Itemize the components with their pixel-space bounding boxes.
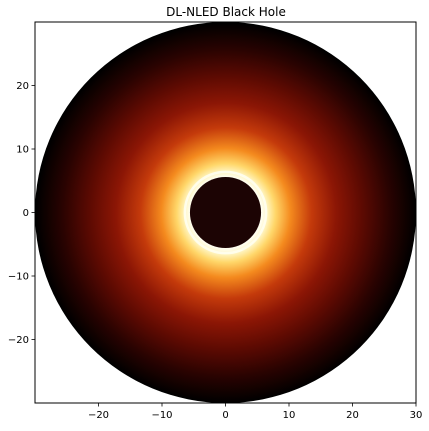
black-hole-image [35,22,416,403]
x-tick-label: −10 [151,410,172,421]
x-tick-label: 30 [410,410,423,421]
x-tick-label: 10 [283,410,296,421]
y-tick-label: 0 [23,208,29,219]
y-tick-label: 10 [16,145,29,156]
black-hole-shadow [189,176,262,249]
chart-title: DL-NLED Black Hole [166,5,286,19]
x-tick-label: 0 [222,410,228,421]
y-axis-ticks: −20 −10 0 10 20 [8,81,35,346]
x-tick-label: 20 [346,410,359,421]
y-tick-label: 20 [16,81,29,92]
photon-ring [183,170,268,255]
y-tick-label: −20 [8,335,29,346]
x-axis-ticks: −20 −10 0 10 20 30 [88,403,422,421]
x-tick-label: −20 [88,410,109,421]
y-tick-label: −10 [8,272,29,283]
